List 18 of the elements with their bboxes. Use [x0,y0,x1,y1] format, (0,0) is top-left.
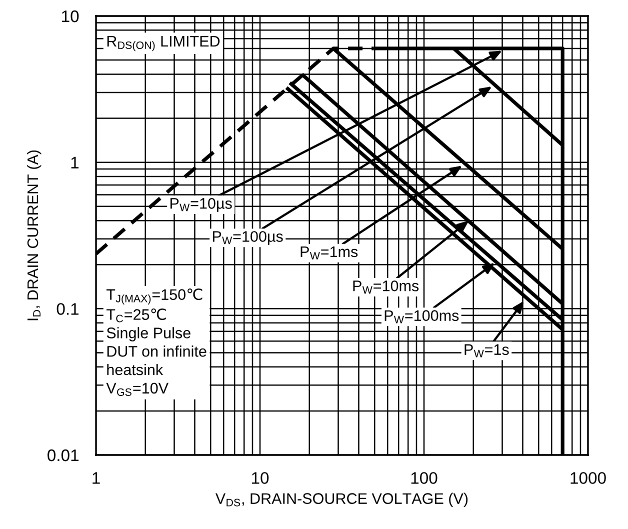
y-axis-title: I$_{D}$, DRAIN CURRENT (A) [26,150,42,320]
annotation: R$_{DS(ON)}$ LIMITED [107,36,220,52]
x-tick-label: 1000 [570,472,606,484]
text: T$_{J(MAX)}$=150℃ T$_{C}$=25℃ Single Pulse DUT on infinite heatsink V$_{GS}$=10V [106,288,206,396]
annotation: P$_{W}$=10ms [353,280,419,294]
x-tick-label: 100 [411,472,438,484]
y-tick-label: 0.01 [48,449,79,462]
annotation: P$_{W}$=10µs [170,198,232,212]
x-tick-label: 10 [252,472,269,484]
y-tick-label: 1 [71,156,79,168]
y-tick-label: 0.1 [56,303,79,315]
x-tick-label: 1 [92,472,100,484]
x-axis-title: V$_{DS}$, DRAIN-SOURCE VOLTAGE (V) [215,492,468,507]
annotation: P$_{W}$=100µs [212,231,283,245]
annotation: P$_{W}$=1s [464,344,509,358]
y-tick-label: 10 [62,10,79,22]
annotation: P$_{W}$=1ms [300,246,358,260]
annotation: P$_{W}$=100ms [384,310,459,324]
